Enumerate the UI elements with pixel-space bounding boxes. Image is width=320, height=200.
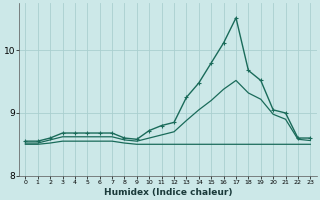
- X-axis label: Humidex (Indice chaleur): Humidex (Indice chaleur): [104, 188, 232, 197]
